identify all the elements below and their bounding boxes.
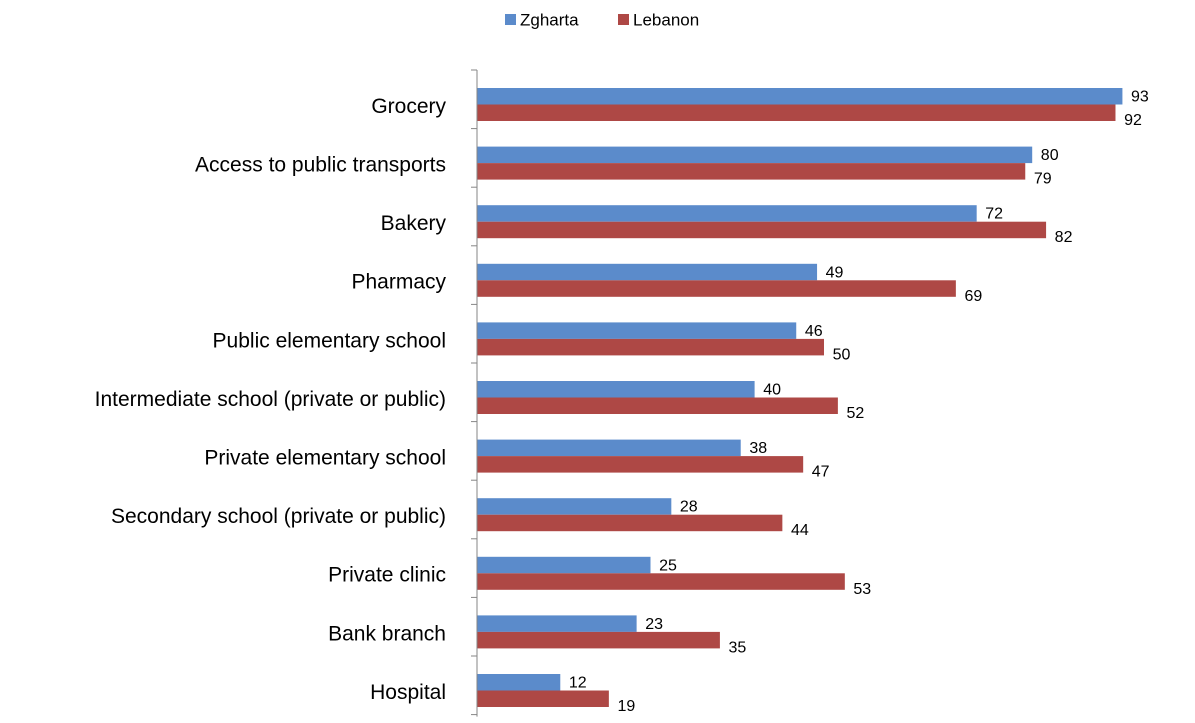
bar-lebanon-private-elementary-school bbox=[477, 456, 804, 473]
bar-zgharta-bank-branch bbox=[477, 615, 637, 632]
legend-label-zgharta: Zgharta bbox=[520, 11, 579, 30]
bar-lebanon-bakery bbox=[477, 221, 1047, 239]
value-label-lebanon-private-clinic: 53 bbox=[853, 581, 871, 598]
value-label-lebanon-access-to-public-transports: 79 bbox=[1034, 171, 1052, 188]
category-label-pharmacy: Pharmacy bbox=[351, 271, 446, 294]
bars bbox=[477, 88, 1123, 707]
value-label-lebanon-hospital: 19 bbox=[617, 698, 635, 715]
bar-zgharta-access-to-public-transports bbox=[477, 146, 1033, 164]
value-labels: 93 92 80 79 72 82 49 69 46 50 40 52 38 47 28 44 25 53 23 35… bbox=[569, 89, 1149, 716]
value-label-zgharta-access-to-public-transports: 80 bbox=[1041, 147, 1059, 164]
bar-zgharta-private-clinic bbox=[477, 556, 651, 574]
bar-zgharta-public-elementary-school bbox=[477, 322, 797, 339]
bar-lebanon-bank-branch bbox=[477, 631, 720, 649]
bar-zgharta-pharmacy bbox=[477, 263, 818, 281]
value-label-lebanon-bakery: 82 bbox=[1055, 229, 1073, 246]
bar-lebanon-pharmacy bbox=[477, 280, 956, 297]
bar-zgharta-private-elementary-school bbox=[477, 439, 741, 457]
bar-zgharta-grocery bbox=[477, 88, 1123, 105]
value-label-zgharta-public-elementary-school: 46 bbox=[805, 323, 823, 340]
value-label-lebanon-intermediate-school-private-or-public: 52 bbox=[846, 405, 864, 422]
category-label-intermediate-school-private-or-public: Intermediate school (private or public) bbox=[95, 388, 446, 411]
value-label-zgharta-bank-branch: 23 bbox=[645, 616, 663, 633]
legend-swatch-zgharta bbox=[505, 14, 516, 25]
value-label-zgharta-private-elementary-school: 38 bbox=[749, 440, 767, 457]
category-label-private-elementary-school: Private elementary school bbox=[204, 446, 446, 469]
category-label-hospital: Hospital bbox=[370, 681, 446, 704]
value-label-zgharta-grocery: 93 bbox=[1131, 89, 1149, 106]
value-label-zgharta-hospital: 12 bbox=[569, 675, 587, 692]
value-label-zgharta-pharmacy: 49 bbox=[826, 264, 844, 281]
category-labels: Grocery Access to public transports Bakery… bbox=[95, 95, 447, 704]
value-label-lebanon-bank-branch: 35 bbox=[729, 639, 747, 656]
bar-lebanon-private-clinic bbox=[477, 573, 845, 590]
value-label-zgharta-private-clinic: 25 bbox=[659, 557, 677, 574]
category-label-private-clinic: Private clinic bbox=[328, 564, 446, 587]
bar-zgharta-intermediate-school-private-or-public bbox=[477, 381, 755, 398]
value-label-zgharta-secondary-school-private-or-public: 28 bbox=[680, 499, 698, 516]
value-label-lebanon-grocery: 92 bbox=[1124, 112, 1142, 129]
bar-lebanon-access-to-public-transports bbox=[477, 163, 1026, 180]
category-label-bakery: Bakery bbox=[381, 212, 447, 235]
value-label-zgharta-intermediate-school-private-or-public: 40 bbox=[763, 382, 781, 399]
category-label-access-to-public-transports: Access to public transports bbox=[195, 153, 446, 176]
bar-lebanon-intermediate-school-private-or-public bbox=[477, 397, 838, 414]
bar-lebanon-secondary-school-private-or-public bbox=[477, 514, 783, 532]
bar-zgharta-hospital bbox=[477, 674, 561, 691]
bar-lebanon-hospital bbox=[477, 690, 609, 707]
value-label-lebanon-secondary-school-private-or-public: 44 bbox=[791, 522, 809, 539]
bar-zgharta-bakery bbox=[477, 205, 977, 222]
value-label-lebanon-pharmacy: 69 bbox=[964, 288, 982, 305]
bar-zgharta-secondary-school-private-or-public bbox=[477, 498, 672, 515]
category-label-secondary-school-private-or-public: Secondary school (private or public) bbox=[111, 505, 446, 528]
bar-lebanon-grocery bbox=[477, 104, 1116, 121]
y-axis bbox=[471, 69, 478, 717]
value-label-lebanon-private-elementary-school: 47 bbox=[812, 464, 830, 481]
legend: Zgharta Lebanon bbox=[505, 11, 699, 30]
category-label-bank-branch: Bank branch bbox=[328, 622, 446, 645]
legend-swatch-lebanon bbox=[618, 14, 629, 25]
value-label-lebanon-public-elementary-school: 50 bbox=[833, 346, 851, 363]
legend-label-lebanon: Lebanon bbox=[633, 11, 699, 30]
bar-lebanon-public-elementary-school bbox=[477, 338, 824, 356]
category-label-public-elementary-school: Public elementary school bbox=[213, 329, 446, 352]
value-label-zgharta-bakery: 72 bbox=[985, 206, 1003, 223]
category-label-grocery: Grocery bbox=[371, 95, 446, 118]
